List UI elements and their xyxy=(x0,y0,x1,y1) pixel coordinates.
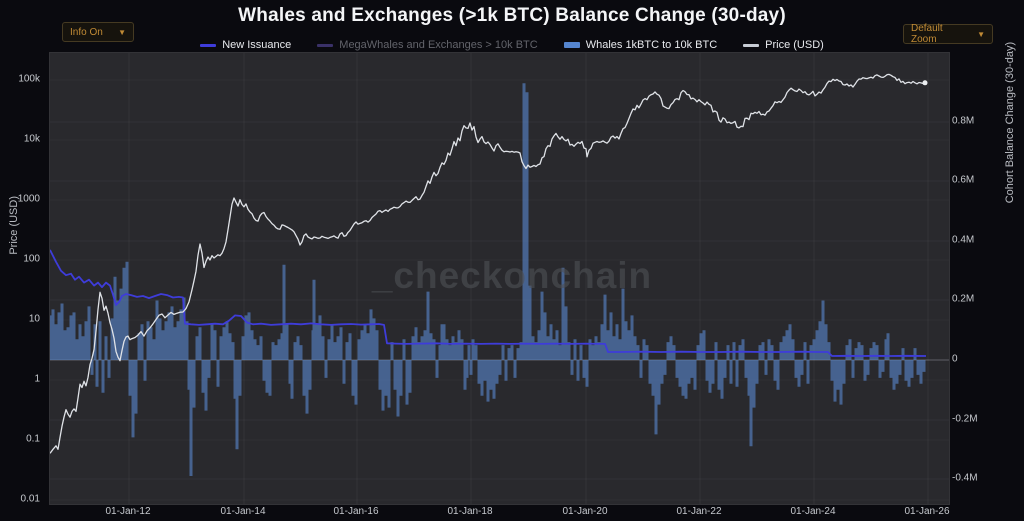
legend-item-megawhales[interactable]: MegaWhales and Exchanges > 10k BTC xyxy=(317,39,538,51)
right-axis-title: Cohort Balance Change (30-day) xyxy=(1004,41,1016,204)
legend-label-whales-1k-10k: Whales 1kBTC to 10k BTC xyxy=(585,39,718,51)
legend-label-new-issuance: New Issuance xyxy=(222,39,292,51)
legend-label-megawhales: MegaWhales and Exchanges > 10k BTC xyxy=(339,39,538,51)
right-axis-tick-label: 0 xyxy=(952,353,958,365)
right-axis-tick-label: -0.2M xyxy=(952,413,978,425)
left-axis-tick-label: 0.01 xyxy=(20,493,40,505)
x-axis-tick-label: 01-Jan-22 xyxy=(676,506,722,517)
right-axis-tick-label: 0.4M xyxy=(952,234,975,246)
x-axis-tick-label: 01-Jan-18 xyxy=(447,506,493,517)
chart-canvas[interactable] xyxy=(50,53,949,504)
x-axis-tick-label: 01-Jan-20 xyxy=(562,506,608,517)
legend-swatch-price-usd-icon xyxy=(743,43,760,47)
legend-swatch-whales-1k-10k-icon xyxy=(563,42,580,48)
legend-item-price-usd[interactable]: Price (USD) xyxy=(743,39,824,51)
right-axis-tick-label: 0.8M xyxy=(952,115,975,127)
zoom-preset-select[interactable]: Default Zoom ▼ xyxy=(903,23,993,45)
legend-label-price-usd: Price (USD) xyxy=(765,39,824,51)
x-axis-tick-label: 01-Jan-26 xyxy=(904,506,950,517)
right-axis-tick-label: 0.2M xyxy=(952,293,975,305)
legend-swatch-megawhales-icon xyxy=(317,43,334,47)
left-axis-tick-label: 100k xyxy=(18,73,40,85)
x-axis-tick-label: 01-Jan-16 xyxy=(333,506,379,517)
info-toggle-button[interactable]: Info On ▼ xyxy=(62,22,134,42)
legend-item-whales-1k-10k[interactable]: Whales 1kBTC to 10k BTC xyxy=(563,39,718,51)
left-axis-tick-label: 100 xyxy=(23,253,40,265)
left-axis-tick-label: 10k xyxy=(23,133,40,145)
chevron-down-icon: ▼ xyxy=(118,27,126,37)
info-toggle-label: Info On xyxy=(70,26,103,38)
legend: New Issuance MegaWhales and Exchanges > 1… xyxy=(0,39,1024,51)
right-axis-tick-label: 0.6M xyxy=(952,174,975,186)
left-axis-tick-label: 10 xyxy=(28,313,40,325)
legend-item-new-issuance[interactable]: New Issuance xyxy=(200,39,291,51)
right-axis-tick-label: -0.4M xyxy=(952,472,978,484)
legend-swatch-new-issuance-icon xyxy=(200,43,217,47)
left-axis-tick-label: 1 xyxy=(34,373,40,385)
plot-area[interactable] xyxy=(49,52,950,505)
left-axis-title: Price (USD) xyxy=(8,195,20,255)
left-axis-tick-label: 0.1 xyxy=(26,433,40,445)
x-axis-tick-label: 01-Jan-24 xyxy=(790,506,836,517)
page-title: Whales and Exchanges (>1k BTC) Balance C… xyxy=(238,5,786,26)
chevron-down-icon: ▼ xyxy=(977,29,985,39)
zoom-preset-label: Default Zoom xyxy=(911,23,943,45)
x-axis-tick-label: 01-Jan-14 xyxy=(220,506,266,517)
x-axis-tick-label: 01-Jan-12 xyxy=(105,506,151,517)
left-axis-tick-label: 1000 xyxy=(17,193,40,205)
